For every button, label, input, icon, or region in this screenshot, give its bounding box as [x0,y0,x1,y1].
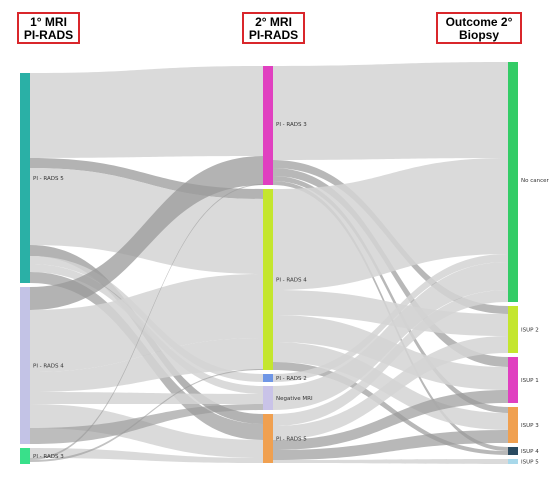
node-isup1 [508,357,518,403]
sankey-links [30,62,508,464]
node-m2-neg [263,386,273,410]
sankey-link [30,274,263,372]
sankey-link [30,404,263,458]
header-second-mri: 2° MRI PI-RADS [242,12,305,44]
sankey-link [30,184,263,460]
node-label-isup5: ISUP 5 [521,460,539,466]
sankey-link [273,62,508,160]
node-nocancer [508,62,518,302]
header-first-mri: 1° MRI PI-RADS [17,12,80,44]
node-label-isup2: ISUP 2 [521,328,539,334]
node-label-m1-pi4: PI - RADS 4 [33,364,64,370]
node-label-m1-pi3: PI - RADS 3 [33,454,64,460]
sankey-link [30,168,263,274]
header-outcome-line2: Biopsy [458,28,499,42]
node-label-m2-pi2: PI - RADS 2 [276,376,307,382]
sankey-link [273,262,508,410]
node-m1-pi4 [20,287,30,444]
sankey-link [273,459,508,464]
sankey-link [30,338,263,392]
node-label-isup4: ISUP 4 [521,449,539,455]
header-second-mri-line2: PI-RADS [248,28,299,42]
node-isup4 [508,447,518,455]
node-m2-pi2 [263,374,273,382]
node-label-isup1: ISUP 1 [521,378,539,384]
node-label-m2-pi5: PI - RADS 5 [276,437,307,443]
sankey-link [273,362,508,455]
sankey-link [273,290,508,426]
node-isup3 [508,407,518,443]
node-label-m1-pi5: PI - RADS 5 [33,176,64,182]
sankey-labels: PI - RADS 5 PI - RADS 4 PI - RADS 3 PI - RA… [33,122,550,466]
node-m2-pi3 [263,66,273,185]
node-label-nocancer: No cancer [521,178,550,184]
sankey-link [273,390,508,450]
node-m1-pi5 [20,73,30,283]
sankey-nodes [20,62,518,464]
header-first-mri-line2: PI-RADS [23,28,74,42]
sankey-link [273,254,508,382]
sankey-link [30,66,263,158]
header-second-mri-line1: 2° MRI [255,15,292,29]
node-label-m2-neg: Negative MRI [276,396,313,402]
sankey-link [273,176,508,413]
sankey-link [273,290,508,336]
sankey-link [30,156,263,310]
node-label-m2-pi3: PI - RADS 3 [276,122,307,128]
node-m2-pi4 [263,189,273,370]
header-outcome-line1: Outcome 2° [445,15,513,29]
node-m1-pi3 [20,448,30,464]
sankey-link [30,392,263,404]
header-first-mri-line1: 1° MRI [30,15,67,29]
node-label-m2-pi4: PI - RADS 4 [276,278,307,284]
sankey-link [273,158,508,290]
node-isup2 [508,306,518,353]
sankey-link [30,369,263,462]
header-outcome-biopsy: Outcome 2° Biopsy [436,12,522,44]
sankey-link [273,430,508,460]
node-label-isup3: ISUP 3 [521,423,539,429]
sankey-link [30,404,263,444]
node-isup5 [508,459,518,464]
sankey-link [273,336,508,440]
node-m2-pi5 [263,414,273,463]
